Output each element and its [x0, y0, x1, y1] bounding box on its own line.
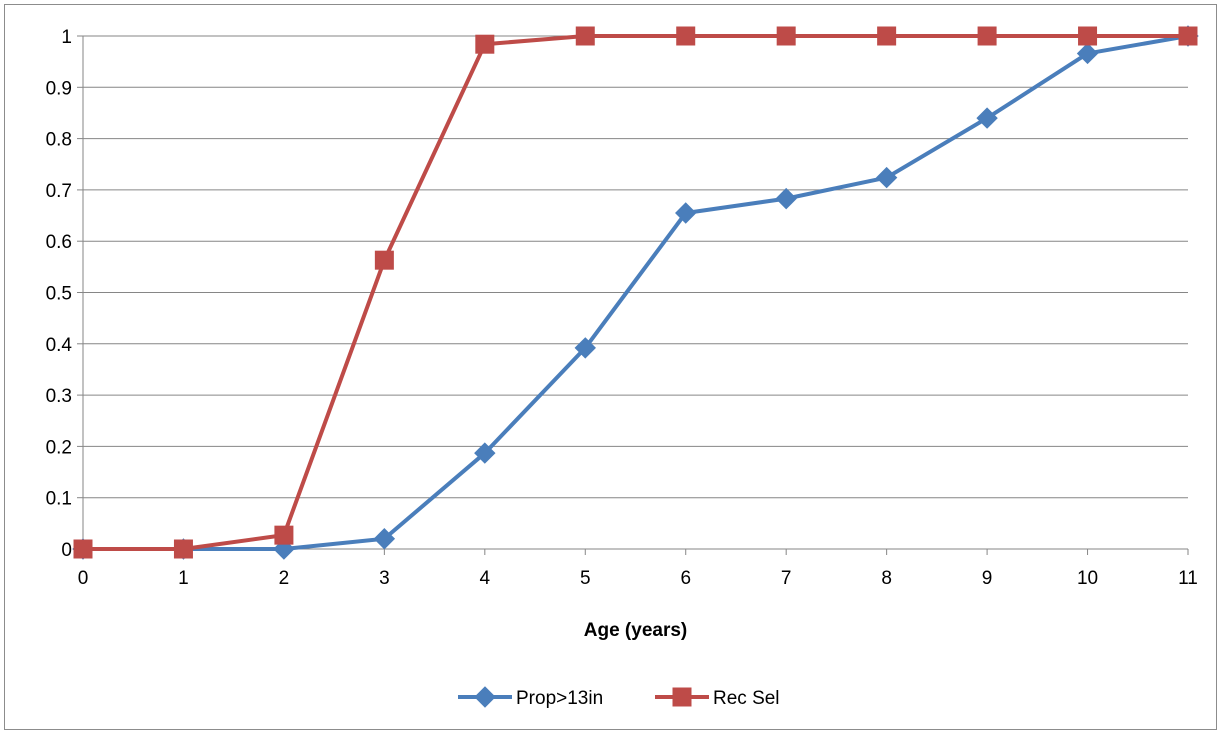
- x-tick-label: 4: [480, 568, 491, 589]
- chart-area: [4, 4, 1217, 730]
- x-tick-label: 0: [78, 568, 89, 589]
- x-tick-label: 8: [881, 568, 892, 589]
- data-point: [274, 525, 294, 545]
- y-tick-label: 0.9: [46, 78, 72, 99]
- data-point: [73, 539, 93, 559]
- data-point: [474, 442, 496, 464]
- y-tick-label: 0.4: [46, 335, 73, 356]
- y-tick-label: 0.5: [46, 284, 72, 305]
- legend-label: Prop>13in: [516, 688, 603, 709]
- x-tick-label: 2: [279, 568, 290, 589]
- data-point: [475, 34, 495, 54]
- data-series: [72, 25, 1199, 560]
- series-line: [83, 34, 1188, 551]
- data-point: [676, 26, 696, 46]
- series-square: [73, 26, 1198, 559]
- y-tick-label: 0.3: [46, 386, 72, 407]
- data-point: [877, 26, 897, 46]
- legend: Prop>13in Rec Sel: [458, 686, 780, 709]
- data-point: [1078, 26, 1098, 46]
- y-tick-label: 0.7: [46, 181, 72, 202]
- data-point: [977, 26, 997, 46]
- data-point: [575, 26, 595, 46]
- x-tick-label: 11: [1178, 568, 1198, 589]
- y-tick-label: 0.2: [46, 437, 72, 458]
- legend-label: Rec Sel: [713, 688, 780, 709]
- x-tick-label: 3: [379, 568, 390, 589]
- gridlines: [83, 35, 1188, 499]
- data-point: [1076, 42, 1099, 65]
- x-tick-label: 7: [781, 568, 792, 589]
- data-point: [976, 107, 998, 129]
- x-tick-label: 1: [178, 568, 189, 589]
- x-tick-label: 6: [680, 568, 691, 589]
- series-line: [83, 34, 1189, 551]
- data-point: [373, 528, 396, 550]
- axes: 00.10.20.30.40.50.60.70.80.910 1 2 3 4 5 6 7 8 9 1…: [46, 27, 1198, 589]
- legend-item: Prop>13in: [458, 686, 603, 709]
- x-tick-label: 5: [580, 568, 591, 589]
- x-tick-label: 9: [982, 568, 993, 589]
- y-tick-label: 0.1: [46, 489, 72, 510]
- data-point: [574, 337, 596, 359]
- data-point: [173, 539, 193, 559]
- data-point: [1178, 26, 1198, 46]
- data-point: [775, 187, 797, 210]
- y-tick-label: 0.8: [46, 130, 72, 151]
- legend-marker: [672, 687, 692, 707]
- data-point: [374, 250, 394, 270]
- x-tick-label: 10: [1077, 568, 1098, 589]
- y-tick-label: 0: [61, 540, 72, 561]
- data-point: [875, 166, 898, 189]
- legend-item: Rec Sel: [655, 687, 780, 709]
- x-axis-title: Age (years): [584, 620, 688, 641]
- legend-marker: [474, 686, 496, 708]
- data-point: [776, 26, 796, 46]
- y-tick-label: 1: [61, 27, 72, 48]
- y-tick-label: 0.6: [46, 232, 72, 253]
- data-point: [675, 202, 697, 224]
